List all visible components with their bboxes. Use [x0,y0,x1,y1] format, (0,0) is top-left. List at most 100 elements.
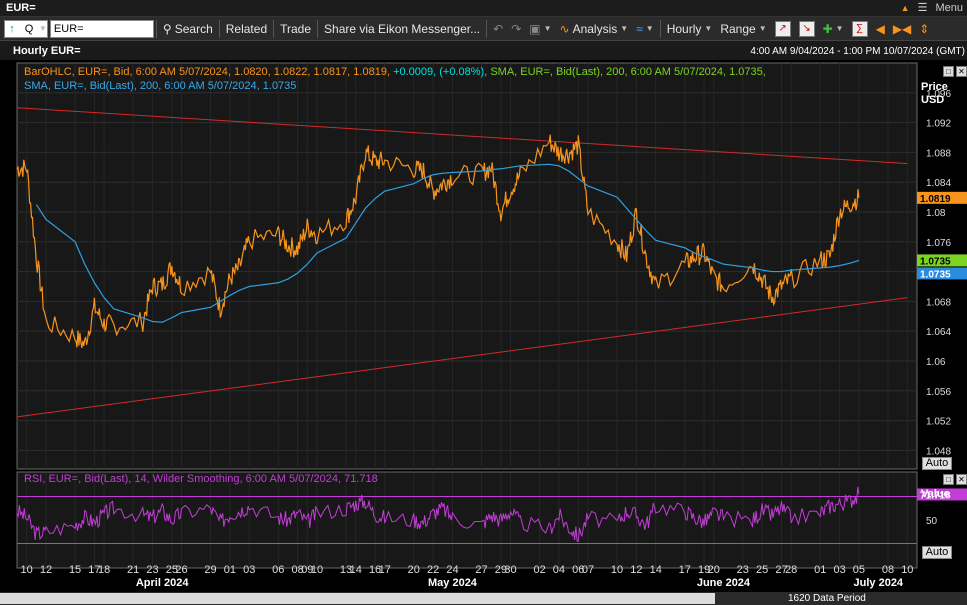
x-tick-label: 15 [69,564,81,576]
related-label: Related [225,21,268,36]
compare-chart-button[interactable]: ↘ [795,18,819,40]
rsi-auto-button[interactable]: Auto [922,546,952,559]
share-label: Share via Eikon Messenger... [324,21,481,36]
trade-button[interactable]: Trade [276,18,315,40]
search-label: Search [174,21,213,36]
price-tick-label: 1.088 [926,148,951,159]
chart-canvas[interactable]: 1.0481.0521.0561.061.0641.0681.0721.0761… [0,60,967,592]
calculator-button[interactable]: ∑ [848,18,872,40]
x-tick-label: 18 [98,564,110,576]
maximize-icon[interactable]: □ [943,474,954,485]
price-panel-controls: □ ✕ [943,66,967,77]
main-toolbar: ↑ Q ▼ ⚲Search Related Trade Share via Ei… [0,17,967,41]
x-tick-label: 30 [504,564,516,576]
price-tick-label: 1.092 [926,119,951,130]
chevron-down-icon: ▼ [835,23,844,33]
fit-icon: ▶◀ [892,21,912,36]
x-tick-label: 10 [901,564,913,576]
compare-chart-icon: ↘ [798,20,815,37]
price-auto-button[interactable]: Auto [922,457,952,470]
x-tick-label: 27 [475,564,487,576]
toolbar-divider [659,19,661,38]
time-scrollbar[interactable]: 1620 Data Period [0,592,967,605]
scrollbar-track[interactable] [0,593,715,604]
price-tick-label: 1.076 [926,238,951,249]
window-titlebar: EUR= ▲ ☰ Menu [0,0,967,17]
window-title: EUR= [6,2,36,14]
price-tick-label: 1.08 [926,208,946,219]
rsi-tick-label: 50 [926,516,938,527]
x-tick-label: 12 [630,564,642,576]
date-range: 4:00 AM 9/04/2024 - 1:00 PM 10/07/2024 (… [750,46,965,57]
x-tick-label: 04 [553,564,565,576]
price-tick-label: 1.064 [926,327,951,338]
trend-line [16,107,908,165]
toolbar-divider [486,19,488,38]
x-tick-label: 24 [446,564,458,576]
rsi-panel[interactable] [16,471,918,569]
related-button[interactable]: Related [222,18,271,40]
legend-rsi-text: RSI, EUR=, Bid(Last), 14, Wilder Smoothi… [24,473,378,485]
price-tick-label: 1.056 [926,387,951,398]
x-month-label: July 2024 [854,577,904,589]
expand-arrow-icon[interactable]: ▲ [900,2,910,13]
rsi-axis-title: Value [921,488,950,500]
line-chart-button[interactable]: ↗ [771,18,795,40]
x-tick-label: 21 [127,564,139,576]
last-value-tag [917,191,967,204]
x-tick-label: 01 [814,564,826,576]
x-month-label: April 2024 [136,577,189,589]
chevron-down-icon: ▼ [704,23,713,33]
scroll-vertical-button[interactable]: ⇕ [915,18,933,40]
price-tick-label: 1.052 [926,417,951,428]
scroll-left-button[interactable]: ◀ [872,18,889,40]
crosshair-icon: ✚ [822,21,833,36]
up-down-arrow-icon: ⇕ [919,21,930,36]
analysis-button[interactable]: ∿ Analysis ▼ [556,18,633,40]
close-icon[interactable]: ✕ [956,474,967,485]
line-chart-icon: ↗ [774,20,791,37]
x-month-label: June 2024 [697,577,751,589]
x-tick-label: 17 [88,564,100,576]
chart-header: Hourly EUR= 4:00 AM 9/04/2024 - 1:00 PM … [0,41,967,60]
maximize-icon[interactable]: □ [943,66,954,77]
x-tick-label: 09 [301,564,313,576]
x-tick-label: 23 [737,564,749,576]
toolbar-divider [218,19,220,38]
interval-label: Hourly [666,21,702,36]
wave-icon: ≈ [636,21,643,36]
pin-icon[interactable]: ☰ [917,2,928,14]
menu-label[interactable]: Menu [935,1,963,14]
x-month-label: May 2024 [428,577,478,589]
x-tick-label: 28 [785,564,797,576]
x-tick-label: 25 [166,564,178,576]
price-panel[interactable] [16,62,918,470]
price-tick-label: 1.068 [926,297,951,308]
redo-button[interactable]: ↷ [507,18,525,40]
window-controls: ▲ ☰ Menu [900,1,963,15]
close-icon[interactable]: ✕ [956,66,967,77]
x-tick-label: 08 [882,564,894,576]
zoom-fit-button[interactable]: ▶◀ [889,18,915,40]
x-tick-label: 14 [650,564,662,576]
instrument-picker[interactable]: ↑ Q ▼ [4,19,48,38]
legend-rsi: RSI, EUR=, Bid(Last), 14, Wilder Smoothi… [24,473,378,485]
interval-dropdown[interactable]: Hourly ▼ [663,18,717,40]
undo-button[interactable]: ↶ [489,18,507,40]
search-button[interactable]: ⚲ Search [159,18,217,40]
chart-title: Hourly EUR= [13,45,81,57]
search-icon: ⚲ [162,21,172,36]
x-tick-label: 12 [40,564,52,576]
x-tick-label: 16 [369,564,381,576]
last-value-label: 1.0735 [920,269,951,280]
calculator-icon: ∑ [851,20,868,37]
overlay-button[interactable]: ≈ ▼ [632,18,658,40]
range-dropdown[interactable]: Range ▼ [716,18,770,40]
ric-input[interactable] [49,19,154,38]
x-tick-label: 29 [204,564,216,576]
crosshair-button[interactable]: ✚ ▼ [819,18,848,40]
x-tick-label: 07 [582,564,594,576]
share-button[interactable]: Share via Eikon Messenger... [320,18,484,40]
layout-button[interactable]: ▣ ▼ [525,18,555,40]
x-tick-label: 27 [775,564,787,576]
